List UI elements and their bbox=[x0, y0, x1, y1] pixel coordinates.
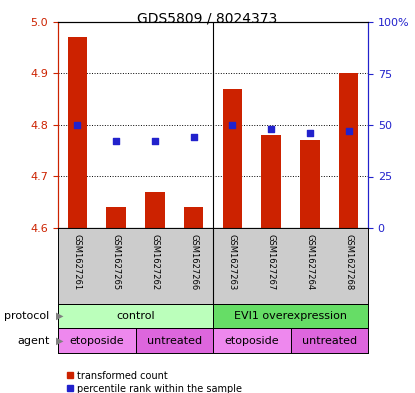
Text: GSM1627261: GSM1627261 bbox=[73, 234, 82, 290]
Text: protocol: protocol bbox=[5, 311, 50, 321]
Bar bbox=[184, 208, 203, 228]
Text: GSM1627265: GSM1627265 bbox=[112, 234, 121, 290]
Text: etoposide: etoposide bbox=[225, 336, 279, 345]
Bar bbox=[106, 208, 126, 228]
Point bbox=[229, 122, 236, 128]
Bar bbox=[261, 135, 281, 228]
Bar bbox=[213, 304, 368, 328]
Text: EVI1 overexpression: EVI1 overexpression bbox=[234, 311, 347, 321]
Text: etoposide: etoposide bbox=[69, 336, 124, 345]
Text: GSM1627268: GSM1627268 bbox=[344, 234, 353, 290]
Text: GSM1627267: GSM1627267 bbox=[266, 234, 276, 290]
Bar bbox=[223, 89, 242, 228]
Point bbox=[74, 122, 81, 128]
Text: GSM1627264: GSM1627264 bbox=[305, 234, 315, 290]
Bar bbox=[145, 192, 165, 228]
Bar bbox=[300, 140, 320, 228]
Text: untreated: untreated bbox=[146, 336, 202, 345]
Text: control: control bbox=[116, 311, 155, 321]
Text: GDS5809 / 8024373: GDS5809 / 8024373 bbox=[137, 12, 278, 26]
Point bbox=[268, 126, 274, 132]
Bar bbox=[290, 328, 368, 353]
Point bbox=[345, 128, 352, 134]
Bar bbox=[136, 328, 213, 353]
Text: GSM1627262: GSM1627262 bbox=[150, 234, 159, 290]
Text: ▶: ▶ bbox=[56, 336, 63, 345]
Bar bbox=[213, 328, 290, 353]
Text: ▶: ▶ bbox=[56, 311, 63, 321]
Legend: transformed count, percentile rank within the sample: transformed count, percentile rank withi… bbox=[63, 367, 247, 393]
Text: untreated: untreated bbox=[302, 336, 357, 345]
Bar bbox=[339, 73, 358, 228]
Point bbox=[151, 138, 158, 145]
Text: agent: agent bbox=[17, 336, 50, 345]
Point bbox=[307, 130, 313, 136]
Bar bbox=[58, 304, 213, 328]
Text: GSM1627266: GSM1627266 bbox=[189, 234, 198, 290]
Point bbox=[190, 134, 197, 141]
Bar bbox=[58, 328, 136, 353]
Bar bbox=[68, 37, 87, 228]
Point bbox=[113, 138, 120, 145]
Text: GSM1627263: GSM1627263 bbox=[228, 234, 237, 290]
